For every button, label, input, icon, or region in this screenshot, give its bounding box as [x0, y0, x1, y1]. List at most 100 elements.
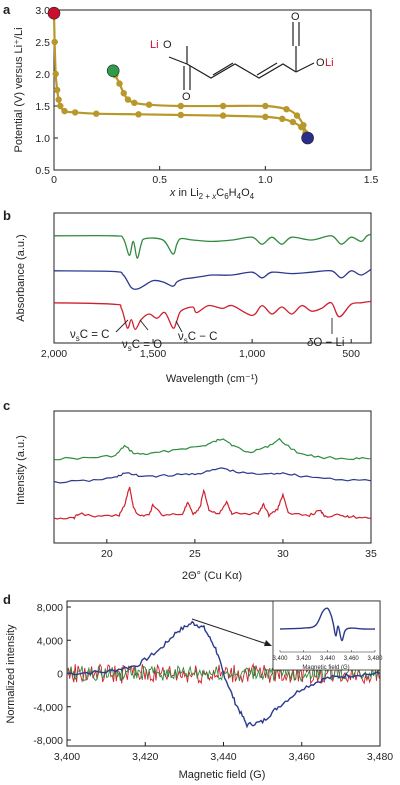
mol-o-bottom: O [182, 91, 191, 103]
panel-a-data-point [116, 80, 123, 87]
inset-pointer-arrow [191, 618, 271, 646]
panel-d-ytick-label: -8,000 [33, 735, 63, 747]
panel-a-data-point [177, 111, 184, 119]
mol-left-o: O [163, 39, 172, 51]
panel-a-xtick-label: 0.5 [152, 174, 167, 186]
panel-d-ytick-label: -4,000 [33, 702, 63, 714]
panel-a-data-point [283, 106, 290, 113]
panel-a-xlabel: x in Li2 + xC6H4O4 [169, 187, 255, 201]
panel-a-data-point [300, 122, 307, 129]
annotation-nu-co: νsC = O [122, 339, 162, 353]
panel-b-spectrum-blue [53, 268, 372, 290]
panel-label-a: a [3, 2, 11, 17]
panel-label-c: c [3, 398, 10, 413]
panel-a-ytick-label: 1.0 [35, 133, 50, 145]
panel-a-data-point [293, 112, 301, 119]
panel-a-data-point [120, 90, 127, 97]
panel-a-data-point [177, 102, 184, 110]
inset-xtick-label: 3,440 [320, 656, 336, 662]
inset-pointer-arrowhead [264, 640, 272, 646]
inset-xtick-label: 3,400 [272, 656, 288, 662]
panel-c-xlabel: 2Θ° (Cu Kα) [182, 570, 242, 582]
panel-a-xtick-label: 1.5 [364, 174, 379, 186]
annotation-delta-oli: δO − Li [307, 337, 344, 349]
panel-b-ylabel: Absorbance (a.u.) [15, 234, 27, 321]
panel-b-xtick-label: 1,500 [140, 348, 166, 360]
panel-a-data-point [262, 102, 269, 110]
panel-d-xtick-label: 3,480 [367, 751, 393, 763]
mol-right-o: O [316, 57, 325, 69]
mol-left-li: Li [150, 39, 159, 51]
molecule-structure [168, 22, 315, 90]
inset-xtick-label: 3,460 [344, 656, 360, 662]
panel-a-ylabel: Potential (V) versus Li⁺/Li [13, 27, 25, 152]
panel-a-series-line [52, 13, 309, 139]
panel-b-xtick-label: 2,000 [41, 348, 67, 360]
panel-d-xtick-label: 3,460 [289, 751, 315, 763]
inset-xlabel: Magnetic field (G) [302, 665, 349, 671]
panel-d-xlabel: Magnetic field (G) [179, 769, 266, 781]
panel-a-data-point [93, 110, 100, 117]
panel-a-data-point [219, 112, 227, 119]
panel-c-pattern-green [54, 437, 372, 461]
panel-c-xtick-label: 20 [101, 548, 113, 560]
panel-d-xtick-label: 3,440 [210, 751, 236, 763]
panel-a-data-point [52, 70, 59, 78]
panel-c-xtick-label: 30 [277, 548, 289, 560]
panel-c-xtick-label: 35 [365, 548, 377, 560]
panel-a-endpoint-marker [301, 131, 314, 145]
panel-d-ylabel: Normalized intensity [5, 624, 17, 724]
panel-a-data-point [135, 111, 142, 118]
panel-a-endpoint-marker [47, 6, 61, 20]
panel-a-data-point [57, 102, 64, 110]
annotation-nu-cc-single: νsC − C [178, 331, 217, 345]
panel-b: 2,000 1,500 1,000 500 Absorbance (a.u.) Wav… [15, 212, 372, 385]
panel-a-data-point [71, 109, 79, 116]
annotation-nu-cc-double: νsC = C [70, 329, 109, 343]
panel-b-xtick-label: 1,000 [239, 348, 265, 360]
panel-c-frame [53, 410, 372, 544]
panel-d-epr-blue [66, 620, 381, 729]
panel-d-ytick-label: 8,000 [37, 602, 63, 614]
panel-a-xtick-label: 0 [51, 174, 57, 186]
panel-a-ytick-label: 0.5 [35, 165, 50, 177]
panel-b-spectrum-red [53, 300, 372, 331]
panel-label-d: d [3, 592, 11, 607]
panel-d-ytick-label: 0 [57, 669, 63, 681]
panel-d: 3,400 3,420 3,440 3,460 3,480 8,000 4,000 0 -4,0… [5, 600, 393, 781]
panel-a-data-point [55, 96, 62, 103]
inset-xtick-label: 3,480 [367, 656, 383, 662]
panel-a: 0 0.5 1.0 1.5 0.51.01.52.02.53.0 Potential … [13, 5, 378, 201]
panel-d-xtick-label: 3,420 [132, 751, 158, 763]
panel-b-xlabel: Wavelength (cm⁻¹) [166, 373, 258, 385]
panel-a-ytick-label: 1.5 [35, 101, 50, 113]
panel-d-xtick-label: 3,400 [54, 751, 80, 763]
inset-frame [272, 600, 381, 671]
panel-a-ytick-label: 2.5 [35, 37, 50, 49]
panel-b-annotation-arrows [115, 318, 333, 334]
panel-b-xtick-label: 500 [342, 348, 360, 360]
panel-b-spectrum-green [53, 233, 372, 259]
panel-a-data-point [145, 101, 153, 108]
panel-a-data-point [289, 118, 297, 126]
panel-a-data-point [124, 96, 132, 103]
panel-c: 20 25 30 35 Intensity (a.u.) 2Θ° (Cu Kα) [15, 410, 377, 582]
panel-a-data-point [219, 102, 227, 110]
panel-a-endpoint-marker [106, 64, 120, 78]
panel-a-data-point [262, 113, 269, 121]
panel-c-pattern-blue [53, 467, 372, 484]
panel-a-xtick-label: 1.0 [258, 174, 273, 186]
panel-c-xtick-label: 25 [189, 548, 201, 560]
panel-a-data-point [131, 99, 138, 107]
panel-a-frame [53, 9, 372, 171]
panel-b-frame [53, 212, 372, 344]
panel-a-data-point [279, 115, 286, 123]
mol-o-top: O [291, 11, 300, 23]
panel-d-ytick-label: 4,000 [37, 635, 63, 647]
mol-right-li: Li [325, 57, 334, 69]
panel-d-inset: 3,400 3,420 3,440 3,460 3,480 Magnetic field… [272, 600, 383, 671]
panel-a-ytick-label: 3.0 [35, 5, 50, 17]
panel-a-ytick-label: 2.0 [35, 69, 50, 81]
panel-a-data-point [51, 38, 58, 46]
